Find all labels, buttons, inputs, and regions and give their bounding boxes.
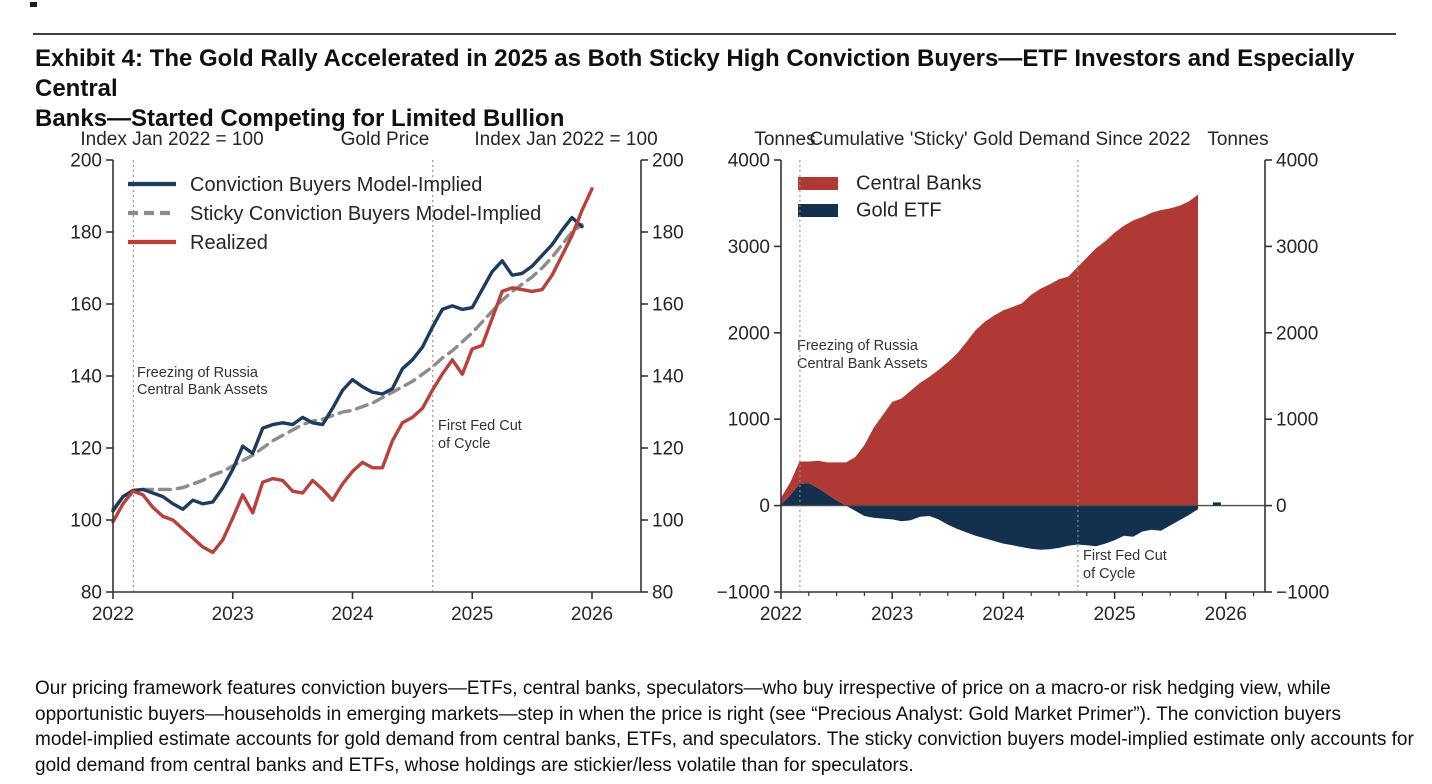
legend-label: Sticky Conviction Buyers Model-Implied (190, 203, 541, 225)
legend-label: Conviction Buyers Model-Implied (190, 174, 482, 196)
legend-label: Realized (190, 232, 268, 254)
y-tick-label-right: 3000 (1276, 237, 1318, 258)
y-tick-label-left: 2000 (728, 323, 770, 344)
annotation-lines (132, 160, 434, 592)
annotation-text: First Fed Cut (1083, 548, 1167, 564)
annotation-text: Central Bank Assets (137, 382, 268, 398)
crop-artifact (30, 2, 37, 7)
y-tick-label-left: 100 (70, 511, 102, 532)
y-tick-label-right: 140 (652, 367, 684, 388)
axes: 80 80 100 100 120 120 140 140 160 160 180 180 200 200… (70, 151, 683, 626)
series-line-conviction-buyers-model-implied (111, 215, 584, 513)
footnote-line1: Our pricing framework features convictio… (35, 678, 1331, 699)
y-tick-label-right: 180 (652, 223, 684, 244)
y-tick-label-left: 120 (70, 439, 102, 460)
legend: Central Banks Gold ETF (798, 173, 982, 222)
annotation-text: First Fed Cut (438, 418, 522, 434)
left-axis-header: Index Jan 2022 = 100 (80, 129, 263, 150)
annotation-text: Freezing of Russia (797, 338, 919, 354)
x-tick-label: 2025 (1093, 604, 1135, 625)
x-tick-label: 2024 (331, 604, 374, 625)
series-area-central-banks (781, 194, 1198, 506)
y-tick-label-right: 2000 (1276, 323, 1318, 344)
y-tick-label-right: 1000 (1276, 410, 1318, 431)
exhibit-title: Exhibit 4: The Gold Rally Accelerated in… (35, 44, 1415, 134)
legend-label: Gold ETF (856, 200, 942, 222)
x-tick-label: 2023 (871, 604, 913, 625)
y-tick-label-right: 80 (652, 583, 673, 604)
footnote-line2: opportunistic buyers—households in emerg… (35, 703, 1341, 725)
x-tick-label: 2026 (1205, 604, 1247, 625)
exhibit-title-line2: Banks—Started Competing for Limited Bull… (35, 105, 565, 132)
y-tick-label-left: 80 (81, 583, 102, 604)
y-tick-label-right: 100 (652, 511, 684, 532)
x-tick-label: 2022 (760, 604, 802, 625)
y-tick-label-left: 3000 (728, 237, 770, 258)
y-tick-label-left: 200 (70, 151, 102, 172)
y-tick-label-left: 160 (70, 295, 102, 316)
footnote: Our pricing framework features convictio… (35, 676, 1425, 778)
right-axis-header: Tonnes (1207, 129, 1268, 150)
y-tick-label-right: 120 (652, 439, 684, 460)
annotation-text: Central Bank Assets (797, 356, 928, 372)
title-rule (33, 33, 1396, 35)
y-tick-label-left: 4000 (728, 151, 770, 172)
legend-label: Central Banks (856, 173, 982, 195)
left-chart: Index Jan 2022 = 100 Gold Price Index Jan … (70, 129, 683, 625)
y-tick-label-left: 1000 (728, 410, 770, 431)
footnote-line3: model-implied estimate accounts for gold… (35, 729, 1414, 751)
legend: Conviction Buyers Model-Implied Sticky Co… (128, 174, 541, 254)
y-tick-label-right: 0 (1276, 496, 1287, 517)
y-tick-label-right: 4000 (1276, 151, 1318, 172)
x-tick-label: 2024 (982, 604, 1025, 625)
chart-title: Gold Price (341, 129, 430, 150)
annotation-text: of Cycle (438, 436, 490, 452)
series-line-sticky-conviction-buyers-model-implied (111, 223, 584, 511)
exhibit-title-line1: Exhibit 4: The Gold Rally Accelerated in… (35, 45, 1355, 102)
x-tick-label: 2026 (571, 604, 613, 625)
chart-title: Cumulative 'Sticky' Gold Demand Since 20… (809, 129, 1190, 150)
y-tick-label-left: 180 (70, 223, 102, 244)
y-tick-label-left: 0 (759, 496, 770, 517)
y-tick-label-right: 160 (652, 295, 684, 316)
axes: −1000 −1000 0 0 1000 1000 2000 2000 3000 3000 4000… (717, 151, 1330, 626)
footnote-line4: gold demand from central banks and ETFs,… (35, 754, 914, 776)
y-tick-label-right: −1000 (1276, 583, 1329, 604)
x-tick-label: 2023 (212, 604, 254, 625)
annotation-text: Freezing of Russia (137, 365, 259, 381)
legend-swatch (798, 177, 838, 190)
series-line-realized (111, 187, 594, 555)
right-axis-header: Index Jan 2022 = 100 (474, 129, 657, 150)
x-tick-label: 2025 (451, 604, 493, 625)
y-tick-label-left: 140 (70, 367, 102, 388)
x-tick-label: 2022 (92, 604, 134, 625)
annotation-text: of Cycle (1083, 566, 1135, 582)
left-axis-header: Tonnes (754, 129, 815, 150)
legend-swatch (798, 204, 838, 217)
y-tick-label-left: −1000 (717, 583, 770, 604)
series-area-gold-etf (781, 483, 1198, 550)
y-tick-label-right: 200 (652, 151, 684, 172)
